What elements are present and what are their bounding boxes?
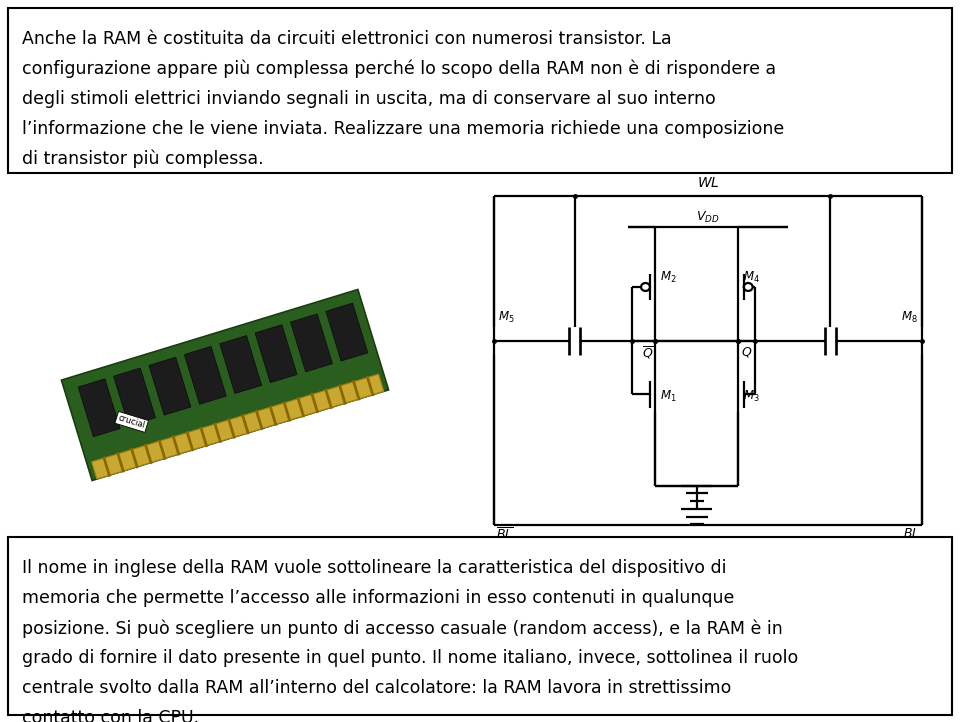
Text: Il nome in inglese della RAM vuole sottolineare la caratteristica del dispositiv: Il nome in inglese della RAM vuole sotto… (22, 559, 727, 577)
Text: centrale svolto dalla RAM all’interno del calcolatore: la RAM lavora in strettis: centrale svolto dalla RAM all’interno de… (22, 679, 732, 697)
Text: di transistor più complessa.: di transistor più complessa. (22, 150, 264, 168)
Polygon shape (184, 347, 227, 404)
Polygon shape (149, 357, 191, 415)
Text: $M_1$: $M_1$ (660, 389, 677, 404)
Text: memoria che permette l’accesso alle informazioni in esso contenuti in qualunque: memoria che permette l’accesso alle info… (22, 589, 734, 607)
Text: l’informazione che le viene inviata. Realizzare una memoria richiede una composi: l’informazione che le viene inviata. Rea… (22, 120, 784, 138)
Text: $M_2$: $M_2$ (660, 270, 677, 285)
Text: degli stimoli elettrici inviando segnali in uscita, ma di conservare al suo inte: degli stimoli elettrici inviando segnali… (22, 90, 716, 108)
Polygon shape (91, 374, 384, 479)
Text: $V_{DD}$: $V_{DD}$ (696, 210, 720, 225)
Text: $M_4$: $M_4$ (743, 270, 759, 285)
Text: $M_5$: $M_5$ (498, 310, 515, 325)
Polygon shape (220, 336, 262, 393)
Text: Anche la RAM è costituita da circuiti elettronici con numerosi transistor. La: Anche la RAM è costituita da circuiti el… (22, 30, 672, 48)
Text: $M_8$: $M_8$ (901, 310, 918, 325)
Text: $\overline{Q}$: $\overline{Q}$ (642, 344, 654, 361)
Polygon shape (78, 379, 120, 437)
Text: grado di fornire il dato presente in quel punto. Il nome italiano, invece, sotto: grado di fornire il dato presente in que… (22, 649, 799, 667)
Text: $Q$: $Q$ (740, 344, 752, 359)
Polygon shape (61, 290, 389, 481)
Text: crucial: crucial (117, 414, 147, 430)
Text: contatto con la CPU.: contatto con la CPU. (22, 709, 199, 722)
Polygon shape (291, 314, 332, 372)
Bar (8, 537, 952, 715)
Text: $WL$: $WL$ (697, 175, 719, 190)
Text: configurazione appare più complessa perché lo scopo della RAM non è di risponder: configurazione appare più complessa perc… (22, 60, 776, 79)
Text: posizione. Si può scegliere un punto di accesso casuale (random access), e la RA: posizione. Si può scegliere un punto di … (22, 619, 782, 638)
Text: $BL$: $BL$ (903, 527, 920, 540)
Text: $M_3$: $M_3$ (743, 389, 759, 404)
Polygon shape (325, 303, 368, 361)
Polygon shape (113, 368, 156, 426)
Text: $\overline{BL}$: $\overline{BL}$ (496, 527, 514, 543)
Bar (8, 8, 952, 173)
Polygon shape (255, 325, 297, 383)
